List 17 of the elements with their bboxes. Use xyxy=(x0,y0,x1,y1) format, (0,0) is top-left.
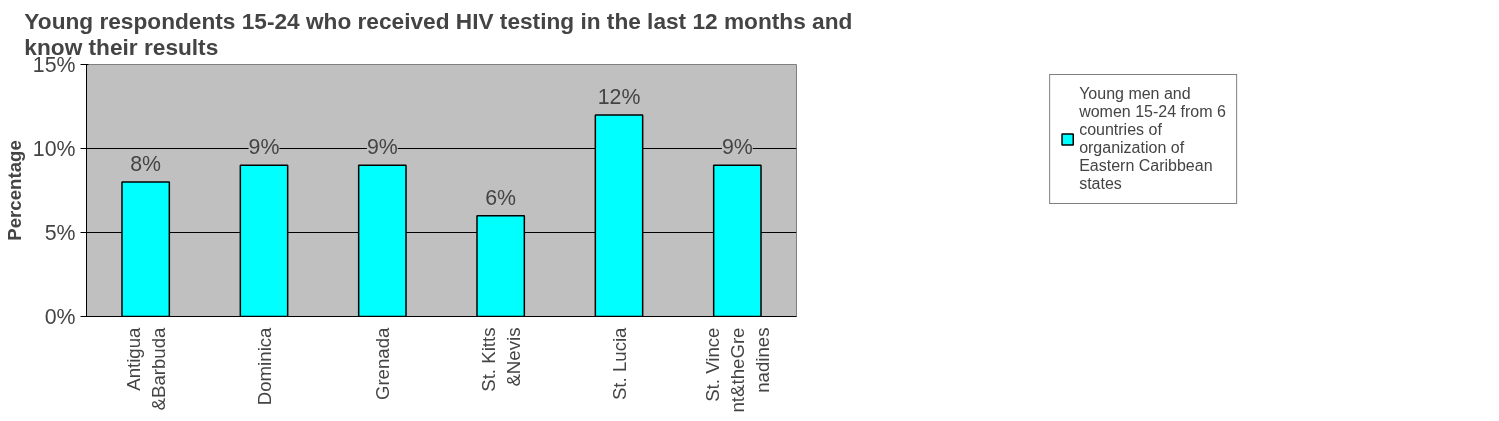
x-tick-label: Dominica xyxy=(253,326,275,406)
y-tick-label: 0% xyxy=(44,304,76,329)
x-tick-label: St. Vincent&theGrenadines xyxy=(701,327,774,413)
data-label: 9% xyxy=(248,135,280,160)
data-label: 9% xyxy=(721,135,753,160)
x-tick-label: St. Kitts &Nevis xyxy=(477,327,524,392)
legend-label: Young men and women 15-24 from 6 countries of organization of Eastern Caribbean states xyxy=(1079,85,1226,193)
data-label: 12% xyxy=(597,84,641,109)
x-tick-label: St. Lucia xyxy=(608,326,630,401)
data-label: 8% xyxy=(130,152,162,177)
data-label: 9% xyxy=(366,135,398,160)
x-tick-label: Antigua &Barbuda xyxy=(122,326,169,411)
y-tick-label: 5% xyxy=(44,220,76,245)
y-tick-label: 10% xyxy=(32,136,76,161)
x-tick-label: Grenada xyxy=(371,326,393,401)
data-label: 6% xyxy=(485,185,517,210)
y-axis-title: Percentage xyxy=(3,140,25,241)
